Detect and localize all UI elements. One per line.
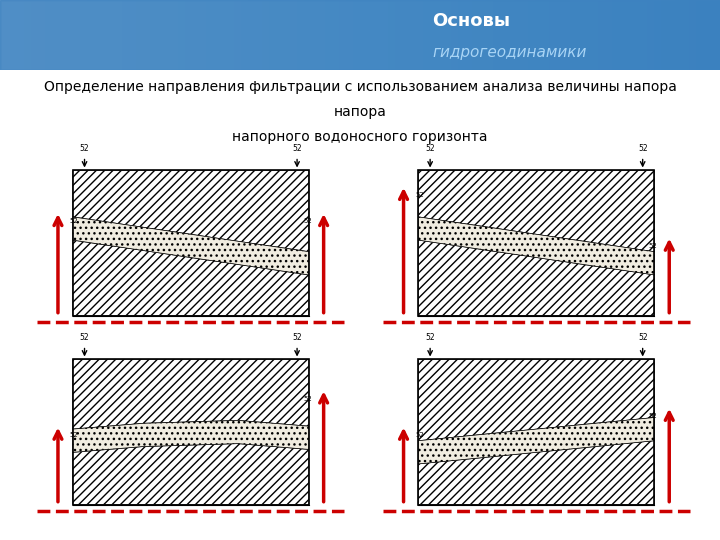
- Text: напорного водоносного горизонта: напорного водоносного горизонта: [233, 130, 487, 144]
- Polygon shape: [73, 444, 309, 504]
- Bar: [418, 171, 654, 315]
- Text: 52: 52: [426, 144, 435, 153]
- Text: 52: 52: [80, 144, 89, 153]
- Text: 52: 52: [649, 243, 657, 249]
- Polygon shape: [418, 171, 654, 252]
- Polygon shape: [418, 417, 654, 464]
- Bar: [73, 360, 309, 504]
- Text: 52: 52: [80, 333, 89, 342]
- Polygon shape: [73, 240, 309, 315]
- Text: Определение направления фильтрации с использованием анализа величины напора: Определение направления фильтрации с исп…: [44, 80, 676, 94]
- Polygon shape: [418, 217, 654, 275]
- Polygon shape: [73, 217, 309, 275]
- Text: 52: 52: [415, 432, 424, 438]
- Bar: [73, 171, 309, 315]
- Text: гидрогеодинамики: гидрогеодинамики: [432, 45, 586, 60]
- Text: 52: 52: [638, 333, 647, 342]
- Polygon shape: [418, 240, 654, 315]
- Text: 52: 52: [292, 333, 302, 342]
- Bar: [418, 360, 654, 504]
- Text: 52: 52: [70, 219, 78, 225]
- Polygon shape: [73, 360, 309, 429]
- Text: 52: 52: [638, 144, 647, 153]
- Polygon shape: [73, 421, 309, 453]
- Text: напора: напора: [333, 105, 387, 119]
- Text: 52: 52: [415, 192, 424, 198]
- Text: 52: 52: [70, 432, 78, 438]
- Text: 52: 52: [649, 413, 657, 419]
- Text: 52: 52: [292, 144, 302, 153]
- Polygon shape: [418, 360, 654, 441]
- Text: Основы: Основы: [432, 12, 510, 30]
- Text: 52: 52: [303, 396, 312, 402]
- Text: 52: 52: [303, 219, 312, 225]
- Polygon shape: [418, 441, 654, 504]
- Text: 52: 52: [426, 333, 435, 342]
- Polygon shape: [73, 171, 309, 252]
